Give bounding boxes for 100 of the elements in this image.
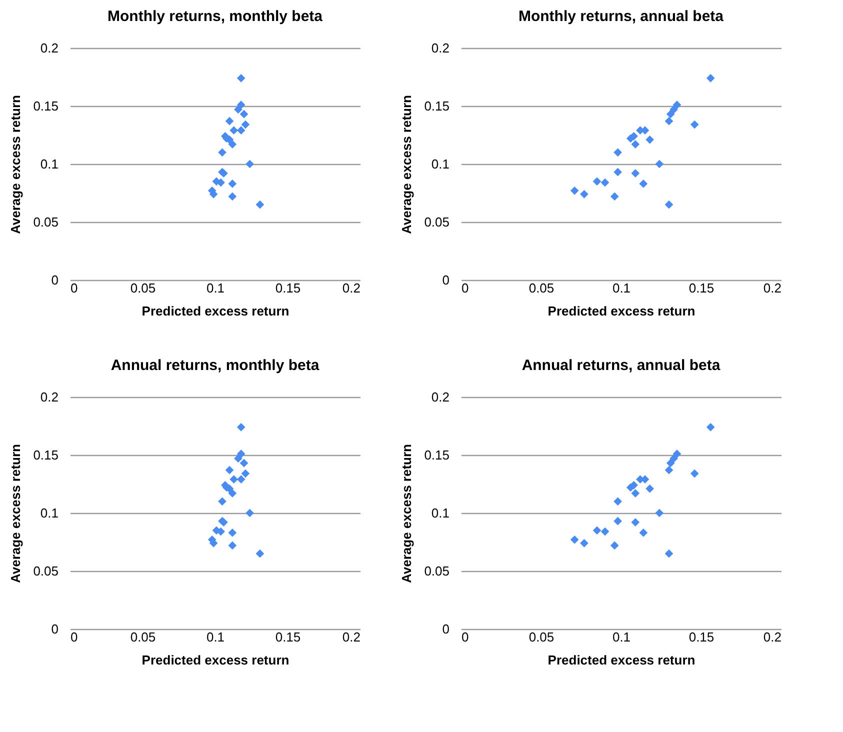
- point: [690, 120, 699, 129]
- y-tick-label: 0.2: [431, 40, 450, 56]
- point: [234, 454, 242, 463]
- x-tick-label: 0: [462, 630, 469, 644]
- y-tick-label: 0.15: [33, 98, 58, 114]
- x-tick-label: 0.1: [206, 280, 225, 296]
- x-tick-label: 0: [462, 280, 469, 296]
- y-tick-label: 0.1: [40, 506, 58, 520]
- point: [246, 160, 254, 168]
- point: [614, 516, 622, 526]
- x-tick-label: 0.1: [612, 630, 631, 644]
- point: [256, 200, 264, 209]
- x-axis-title: Predicted excess return: [548, 652, 696, 668]
- point: [236, 450, 246, 458]
- point: [706, 74, 715, 82]
- point: [225, 116, 234, 126]
- y-tick-label: 0.15: [424, 98, 450, 114]
- chart-title: Annual returns, monthly beta: [110, 357, 320, 374]
- point: [570, 186, 579, 195]
- point: [631, 489, 640, 498]
- point: [228, 192, 237, 201]
- point: [610, 541, 619, 550]
- point: [241, 120, 250, 129]
- y-tick-label: 0.1: [431, 506, 450, 520]
- point: [580, 538, 588, 548]
- y-tick-label: 0.05: [424, 564, 450, 578]
- point: [240, 458, 248, 468]
- point: [690, 469, 699, 478]
- point: [664, 116, 674, 126]
- point: [580, 190, 588, 198]
- point: [631, 169, 640, 178]
- x-axis-title: Predicted excess return: [142, 304, 290, 318]
- point: [592, 526, 602, 535]
- point: [631, 518, 640, 526]
- y-tick-label: 0.05: [33, 564, 58, 578]
- point: [228, 528, 237, 537]
- y-axis-title: Average excess return: [8, 444, 24, 583]
- point: [672, 100, 682, 110]
- point: [218, 148, 226, 157]
- point: [664, 549, 674, 558]
- y-tick-label: 0.15: [424, 448, 450, 462]
- y-axis-title: Average excess return: [8, 94, 24, 234]
- y-axis-title: Average excess return: [399, 94, 414, 234]
- x-tick-label: 0.2: [763, 280, 782, 296]
- point: [225, 466, 234, 474]
- y-tick-label: 0.1: [40, 156, 58, 172]
- point: [600, 527, 610, 536]
- point: [646, 135, 654, 144]
- x-tick-label: 0.2: [342, 630, 360, 644]
- point: [670, 105, 678, 114]
- chart-title: Monthly returns, monthly beta: [107, 8, 324, 25]
- point: [592, 177, 602, 186]
- point: [706, 422, 715, 432]
- point: [256, 549, 264, 558]
- point: [664, 466, 674, 474]
- x-tick-label: 0.15: [688, 630, 714, 644]
- point: [228, 541, 237, 550]
- point: [670, 454, 678, 463]
- point: [672, 450, 682, 458]
- point: [236, 422, 246, 432]
- chart-title: Annual returns, annual beta: [522, 357, 721, 374]
- point: [228, 180, 237, 188]
- y-tick-label: 0.05: [33, 214, 58, 230]
- point: [218, 497, 226, 506]
- x-tick-label: 0.05: [130, 630, 156, 644]
- x-tick-label: 0.15: [688, 280, 714, 296]
- x-tick-label: 0.1: [612, 280, 631, 296]
- point: [241, 469, 250, 478]
- y-axis-title: Average excess return: [399, 444, 414, 583]
- point: [234, 105, 242, 114]
- point: [246, 508, 254, 518]
- point: [655, 508, 664, 518]
- point: [240, 110, 248, 118]
- chart-title: Monthly returns, annual beta: [518, 8, 724, 25]
- point: [666, 110, 675, 118]
- x-tick-label: 0.05: [528, 280, 554, 296]
- point: [610, 192, 619, 201]
- point: [655, 160, 664, 168]
- y-tick-label: 0.15: [33, 448, 58, 462]
- x-tick-label: 0: [70, 630, 78, 644]
- point: [646, 484, 654, 493]
- y-tick-label: 0.2: [431, 390, 450, 404]
- point: [614, 497, 622, 506]
- point: [639, 180, 648, 188]
- y-tick-label: 0.2: [40, 40, 58, 56]
- point: [236, 475, 246, 484]
- x-tick-label: 0.15: [275, 280, 301, 296]
- point: [570, 535, 579, 544]
- x-tick-label: 0.15: [275, 630, 301, 644]
- x-tick-label: 0: [70, 280, 78, 296]
- point: [236, 126, 246, 135]
- point: [614, 168, 622, 176]
- x-axis-title: Predicted excess return: [548, 304, 696, 318]
- point: [230, 475, 238, 484]
- point: [631, 140, 640, 148]
- x-tick-label: 0.2: [342, 280, 360, 296]
- x-tick-label: 0.2: [763, 630, 782, 644]
- y-tick-label: 0.2: [40, 390, 58, 404]
- point: [664, 200, 674, 209]
- point: [614, 148, 622, 157]
